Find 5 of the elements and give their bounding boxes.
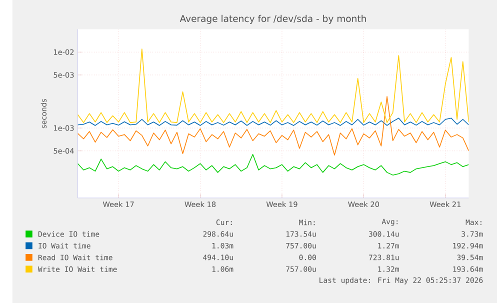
line-series xyxy=(78,48,469,123)
line-series xyxy=(78,96,469,156)
chart-title: Average latency for /dev/sda - by month xyxy=(180,14,366,24)
line-series xyxy=(78,118,469,126)
line-series xyxy=(78,154,469,176)
